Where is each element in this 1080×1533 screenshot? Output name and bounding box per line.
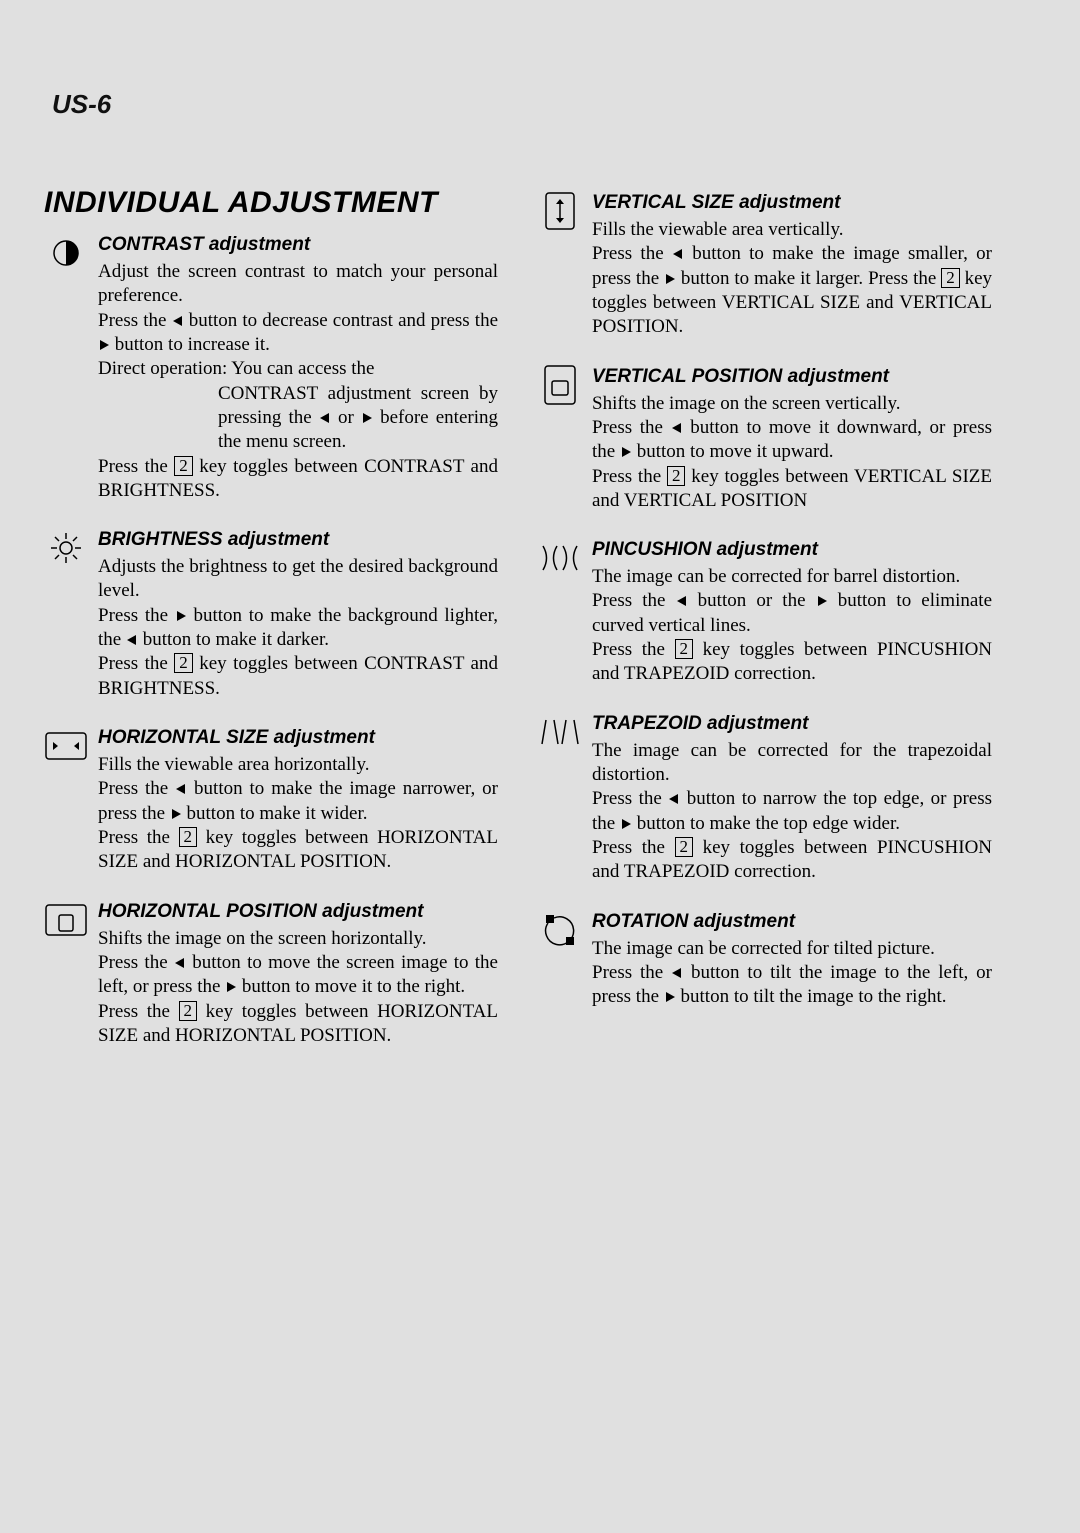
right-column: VERTICAL SIZE adjustment Fills the viewa… [538,186,992,1074]
page-number-label: US-6 [52,89,111,120]
key-2-icon: 2 [174,653,193,673]
section-body: Fills the viewable area horizontally. Pr… [98,753,498,875]
content-columns: INDIVIDUAL ADJUSTMENT CONTRAST adjustmen… [44,186,1036,1074]
section-body: The image can be corrected for tilted pi… [592,937,992,1010]
manual-page: US-6 INDIVIDUAL ADJUSTMENT CONTRAST adju… [0,0,1080,1533]
section-body: Fills the viewable area vertically. Pres… [592,218,992,340]
key-2-icon: 2 [179,827,198,847]
section-title: CONTRAST adjustment [98,234,498,256]
section-rotation: ROTATION adjustment The image can be cor… [538,911,992,1010]
hsize-icon [44,727,88,765]
section-brightness: BRIGHTNESS adjustment Adjusts the bright… [44,529,498,701]
section-body: Shifts the image on the screen verticall… [592,392,992,514]
section-hpos: HORIZONTAL POSITION adjustment Shifts th… [44,901,498,1049]
section-title: PINCUSHION adjustment [592,539,992,561]
page-header: US-6 [44,78,1036,130]
key-2-icon: 2 [941,268,960,288]
section-vsize: VERTICAL SIZE adjustment Fills the viewa… [538,192,992,340]
section-body: The image can be corrected for barrel di… [592,565,992,687]
section-title: TRAPEZOID adjustment [592,713,992,735]
key-2-icon: 2 [174,456,193,476]
trapezoid-icon [538,713,582,751]
key-2-icon: 2 [675,837,694,857]
section-title: VERTICAL POSITION adjustment [592,366,992,388]
contrast-icon [44,234,88,272]
section-pincushion: PINCUSHION adjustment The image can be c… [538,539,992,687]
hpos-icon [44,901,88,939]
vsize-icon [538,192,582,230]
pincushion-icon [538,539,582,577]
section-vpos: VERTICAL POSITION adjustment Shifts the … [538,366,992,514]
left-column: INDIVIDUAL ADJUSTMENT CONTRAST adjustmen… [44,186,498,1074]
main-title: INDIVIDUAL ADJUSTMENT [44,186,498,220]
section-body: The image can be corrected for the trape… [592,739,992,885]
section-title: BRIGHTNESS adjustment [98,529,498,551]
section-title: VERTICAL SIZE adjustment [592,192,992,214]
section-trapezoid: TRAPEZOID adjustment The image can be co… [538,713,992,885]
rotation-icon [538,911,582,949]
section-body: Adjust the screen contrast to match your… [98,260,498,503]
brightness-icon [44,529,88,567]
key-2-icon: 2 [675,639,694,659]
section-contrast: CONTRAST adjustment Adjust the screen co… [44,234,498,503]
section-title: HORIZONTAL POSITION adjustment [98,901,498,923]
section-hsize: HORIZONTAL SIZE adjustment Fills the vie… [44,727,498,875]
section-body: Shifts the image on the screen horizonta… [98,927,498,1049]
key-2-icon: 2 [179,1001,198,1021]
section-title: HORIZONTAL SIZE adjustment [98,727,498,749]
key-2-icon: 2 [667,466,686,486]
section-body: Adjusts the brightness to get the desire… [98,555,498,701]
section-title: ROTATION adjustment [592,911,992,933]
vpos-icon [538,366,582,404]
